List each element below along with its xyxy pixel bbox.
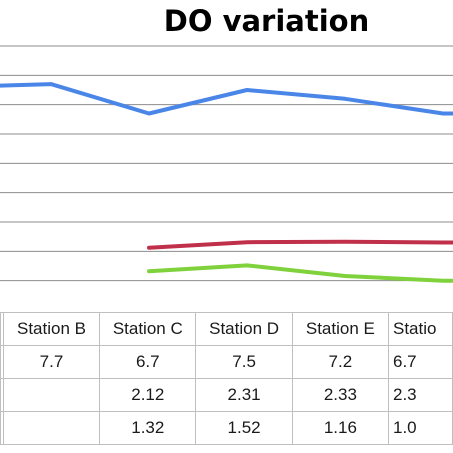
data-label: 6.7 xyxy=(388,345,453,379)
category-label: Station B xyxy=(2,312,101,346)
data-label: 7.5 xyxy=(195,345,293,379)
category-label: Station E xyxy=(291,312,390,346)
data-label: 2.12 xyxy=(99,378,197,412)
gridlines xyxy=(0,45,453,282)
series-line-3 xyxy=(147,263,453,283)
category-label: Station C xyxy=(99,312,197,346)
data-label xyxy=(2,411,101,445)
data-label: 1.16 xyxy=(291,411,390,445)
table-row: 2.12 2.31 2.33 2.3 xyxy=(0,378,453,412)
data-label: 1.52 xyxy=(195,411,293,445)
data-label xyxy=(2,378,101,412)
data-label: 2.31 xyxy=(195,378,293,412)
data-table: Station B Station C Station D Station E … xyxy=(0,312,453,445)
series-line-1 xyxy=(0,82,453,116)
series-layer xyxy=(0,82,453,283)
category-label: Statio xyxy=(388,312,453,346)
data-label: 1.0 xyxy=(388,411,453,445)
table-row: 1.32 1.52 1.16 1.0 xyxy=(0,411,453,445)
table-row: 7.7 6.7 7.5 7.2 6.7 xyxy=(0,345,453,379)
data-label: 1.32 xyxy=(99,411,197,445)
line-chart xyxy=(0,45,453,283)
data-label: 2.33 xyxy=(291,378,390,412)
data-label: 6.7 xyxy=(99,345,197,379)
chart-title: DO variation xyxy=(163,4,370,38)
category-label: Station D xyxy=(195,312,293,346)
series-line-2 xyxy=(147,239,453,250)
data-label: 7.2 xyxy=(291,345,390,379)
data-label: 2.3 xyxy=(388,378,453,412)
data-label: 7.7 xyxy=(2,345,101,379)
table-header-row: Station B Station C Station D Station E … xyxy=(0,312,453,346)
